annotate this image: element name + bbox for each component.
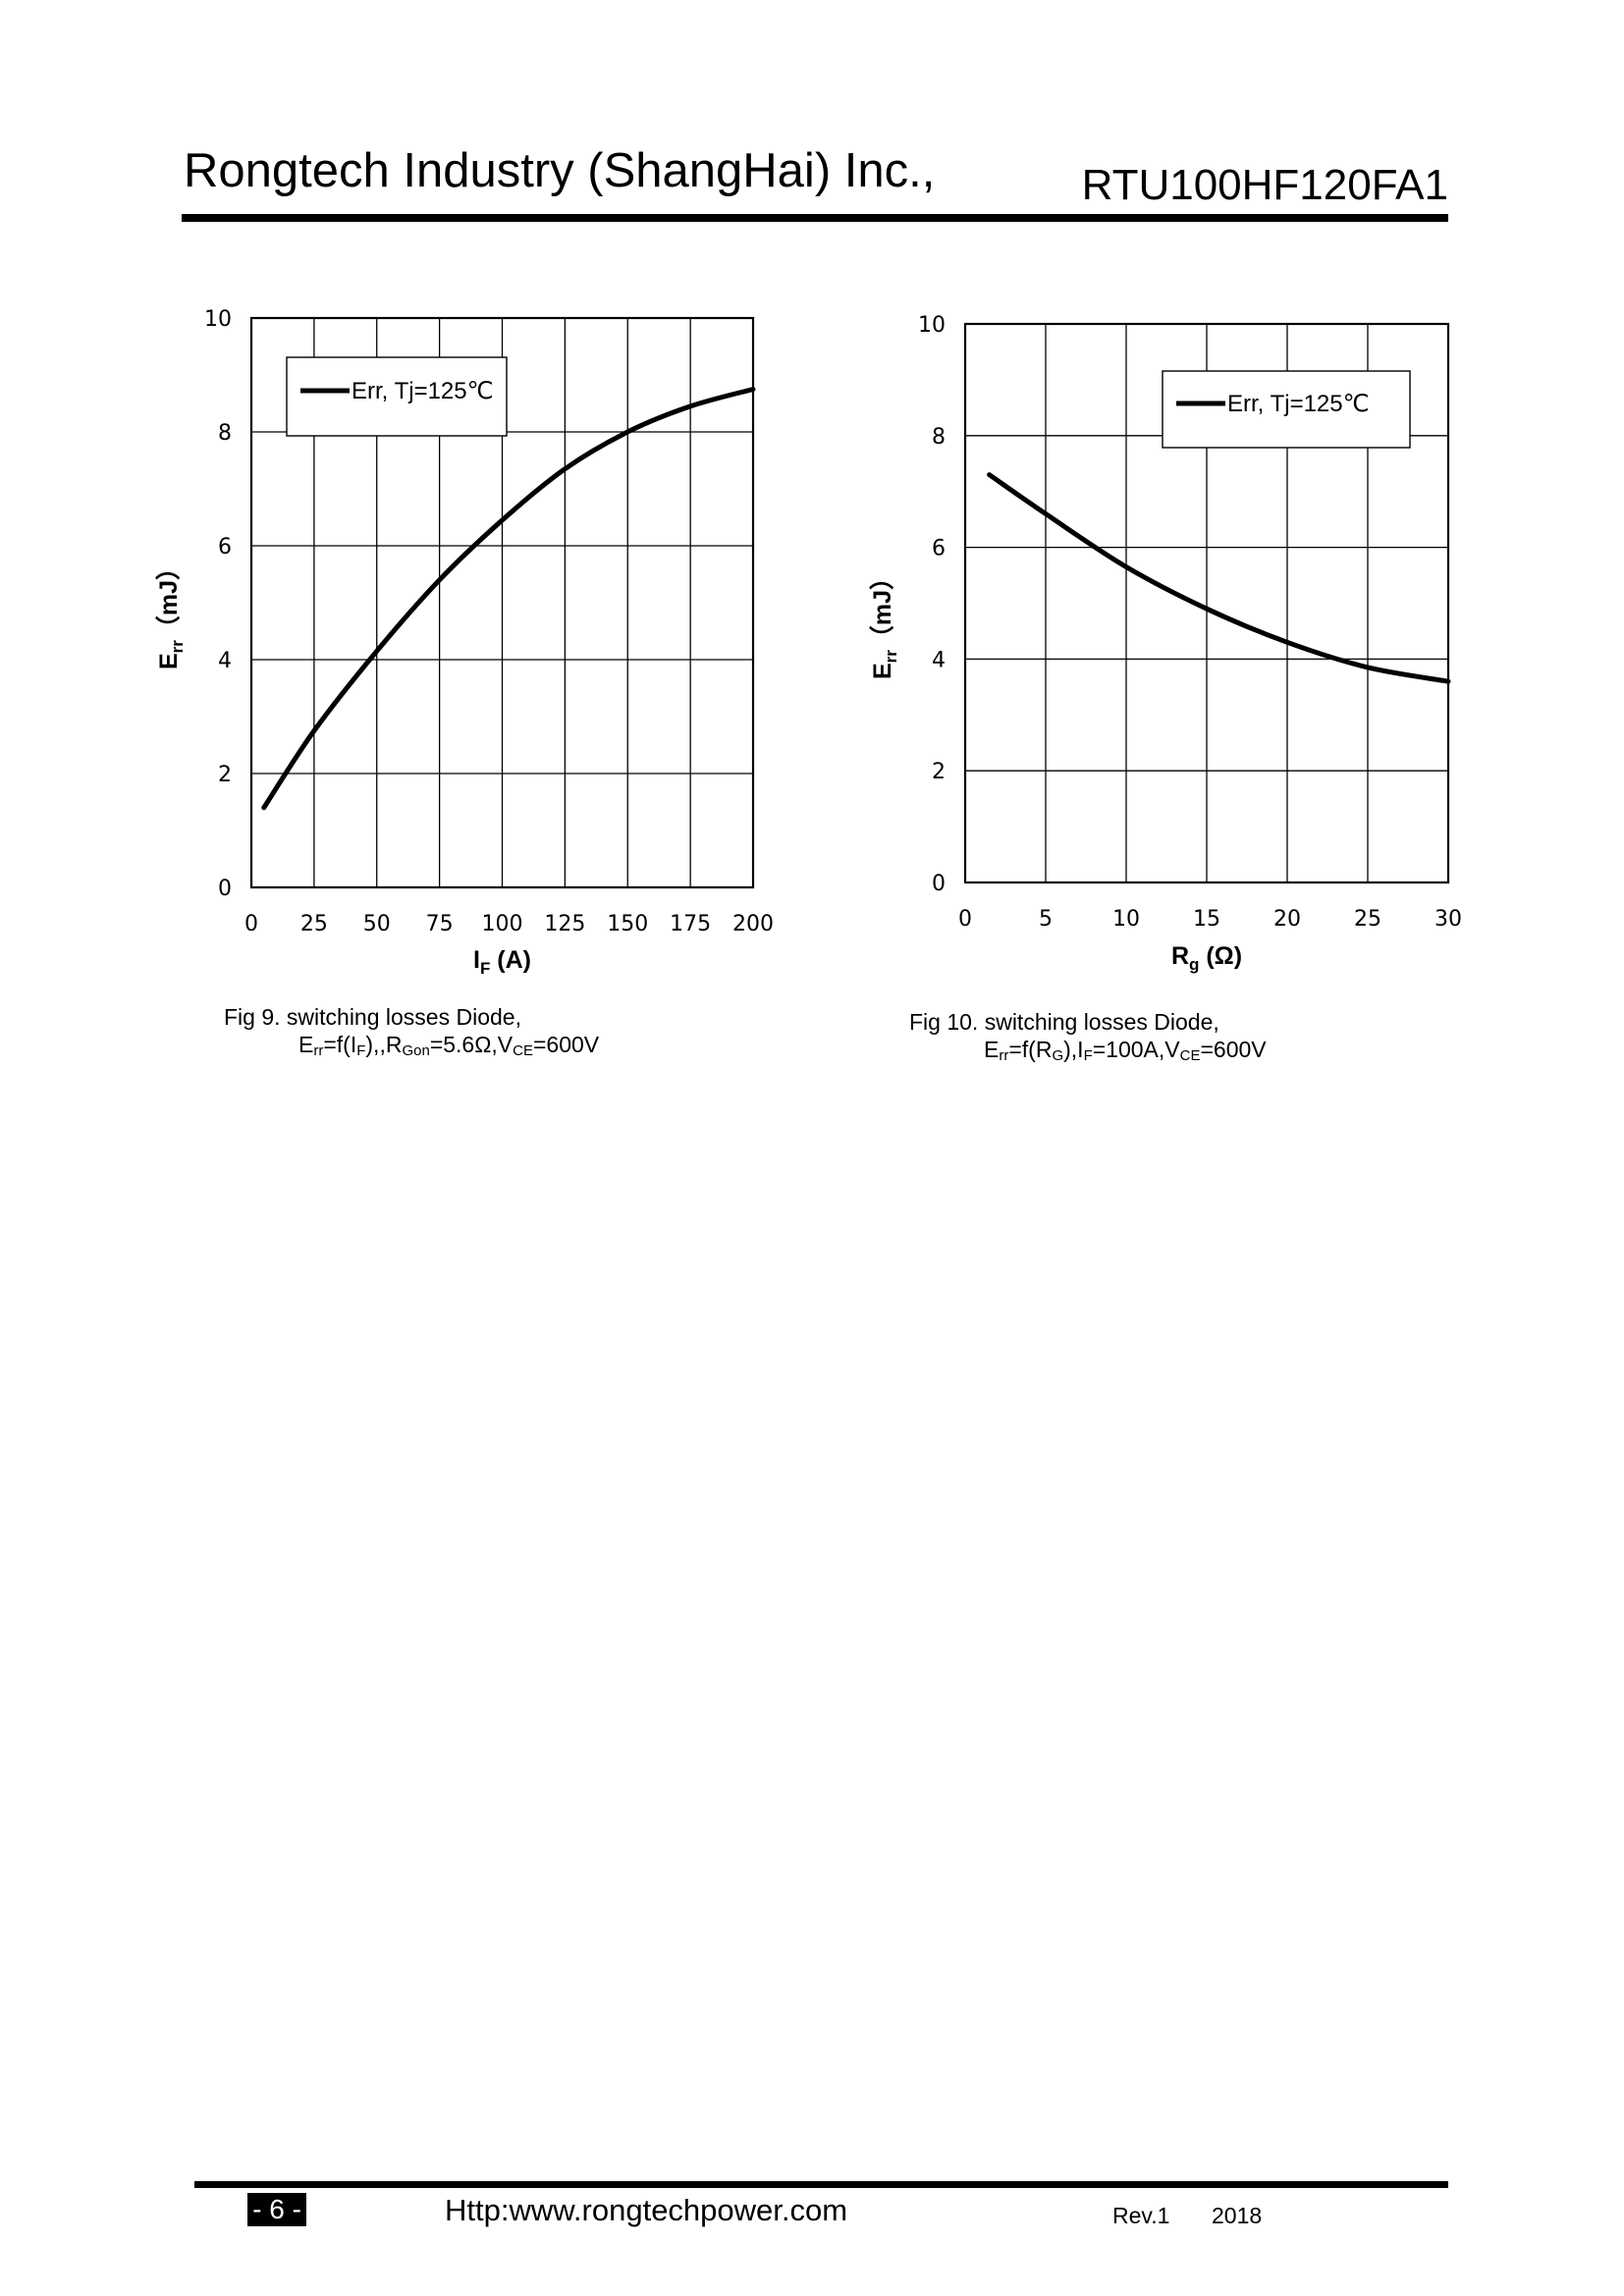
header-rule — [182, 214, 1448, 222]
legend-label: Err, Tj=125℃ — [1227, 391, 1370, 417]
footer-revision: Rev.1 — [1112, 2203, 1170, 2228]
x-tick-label: 5 — [1039, 907, 1053, 932]
y-tick-label: 8 — [932, 425, 946, 450]
x-tick-label: 200 — [732, 912, 774, 936]
plot-frame — [249, 316, 755, 889]
y-tick-label: 4 — [218, 649, 232, 673]
y-axis-title: Err（mJ） — [868, 565, 900, 679]
x-tick-label: 25 — [300, 912, 328, 936]
x-tick-label: 100 — [482, 912, 523, 936]
y-tick-label: 2 — [932, 760, 946, 784]
x-tick-label: 75 — [426, 912, 454, 936]
y-axis-title: Err（mJ） — [154, 556, 187, 669]
series-line — [987, 472, 1451, 684]
series-line — [261, 387, 756, 811]
fig9-caption-line2: Err=f(IF),,RGon=5.6Ω,VCE=600V — [298, 1032, 600, 1059]
footer-rule — [194, 2181, 1448, 2188]
fig10-caption: Fig 10. switching losses Diode, Err=f(RG… — [909, 1008, 1267, 1063]
y-tick-label: 4 — [932, 648, 946, 672]
y-tick-label: 6 — [218, 535, 232, 560]
part-number: RTU100HF120FA1 — [1081, 161, 1448, 209]
y-tick-label: 0 — [932, 872, 946, 896]
legend-box — [1162, 370, 1411, 449]
footer-url[interactable]: Http:www.rongtechpower.com — [445, 2193, 848, 2227]
page-number: - 6 - — [247, 2193, 306, 2226]
fig9-caption: Fig 9. switching losses Diode, Err=f(IF)… — [224, 1003, 599, 1058]
company-name: Rongtech Industry (ShangHai) Inc., — [184, 144, 936, 197]
x-tick-label: 30 — [1435, 907, 1462, 932]
fig9-caption-line1: Fig 9. switching losses Diode, — [224, 1004, 521, 1030]
x-tick-label: 10 — [1112, 907, 1140, 932]
y-tick-label: 6 — [932, 537, 946, 561]
y-tick-label: 8 — [218, 421, 232, 446]
x-tick-label: 20 — [1273, 907, 1301, 932]
x-tick-label: 25 — [1354, 907, 1381, 932]
x-tick-label: 150 — [607, 912, 648, 936]
y-tick-label: 2 — [218, 763, 232, 787]
y-tick-label: 10 — [204, 307, 232, 332]
x-tick-label: 175 — [670, 912, 711, 936]
y-tick-label: 0 — [218, 877, 232, 901]
fig10-caption-line1: Fig 10. switching losses Diode, — [909, 1009, 1219, 1035]
legend-box — [286, 356, 508, 437]
y-tick-label: 10 — [918, 313, 946, 338]
plot-frame — [963, 322, 1450, 884]
x-tick-label: 50 — [363, 912, 391, 936]
footer-year: 2018 — [1212, 2203, 1263, 2228]
x-axis-title: IF (A) — [473, 946, 531, 978]
fig10-caption-line2: Err=f(RG),IF=100A,VCE=600V — [984, 1037, 1267, 1064]
legend-label: Err, Tj=125℃ — [352, 378, 494, 404]
x-tick-label: 125 — [544, 912, 585, 936]
x-tick-label: 0 — [958, 907, 972, 932]
x-tick-label: 15 — [1193, 907, 1220, 932]
x-axis-title: Rg (Ω) — [1171, 942, 1242, 974]
x-tick-label: 0 — [244, 912, 258, 936]
